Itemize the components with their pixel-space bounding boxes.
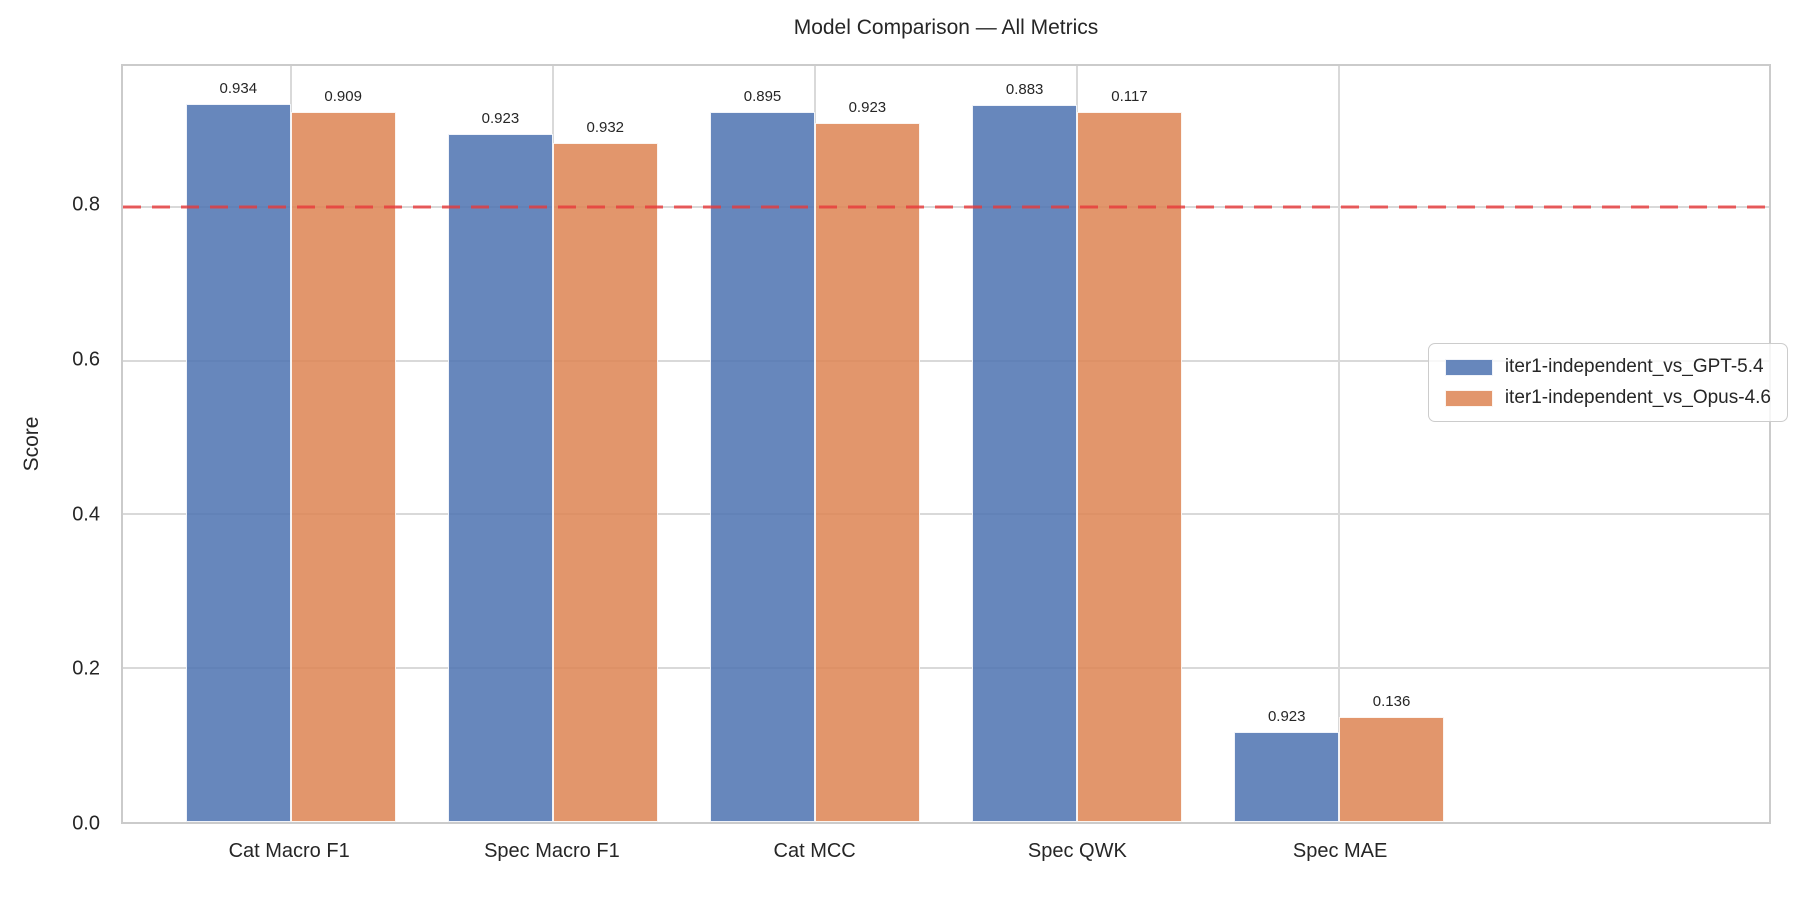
x-tick-label: Cat Macro F1 — [228, 840, 350, 862]
y-axis-label: Score — [20, 416, 43, 472]
bar-value-label: 0.883 — [1005, 81, 1044, 99]
bar-value-label: 0.895 — [743, 88, 782, 106]
bar-value-label: 0.136 — [1372, 693, 1411, 711]
bar-gpt — [972, 105, 1078, 822]
legend-swatch-blue — [1444, 358, 1493, 376]
legend: iter1-independent_vs_GPT-5.4 iter1-indep… — [1427, 343, 1788, 422]
x-tick-label: Cat MCC — [773, 840, 856, 862]
bar-opus — [290, 112, 396, 822]
y-tick-label: 0.2 — [72, 657, 100, 680]
chart-title: Model Comparison — All Metrics — [793, 16, 1099, 39]
bar-gpt — [448, 133, 553, 822]
x-tick-label: Spec MAE — [1292, 840, 1388, 862]
bar-opus — [814, 122, 920, 822]
bar-opus — [1077, 112, 1182, 822]
gridline-horizontal — [123, 667, 1769, 670]
legend-label-opus: iter1-independent_vs_Opus-4.6 — [1504, 387, 1771, 408]
bar-value-label: 0.923 — [481, 109, 520, 127]
bar-value-label: 0.117 — [1111, 88, 1148, 106]
bar-opus — [552, 142, 658, 822]
bar-gpt — [185, 103, 291, 822]
bar-gpt — [710, 112, 815, 822]
legend-entry-gpt: iter1-independent_vs_GPT-5.4 — [1444, 356, 1771, 378]
bar-value-label: 0.923 — [1267, 708, 1306, 726]
x-axis-tick-labels: Cat Macro F1 Spec Macro F1 Cat MCC Spec QWK… — [121, 840, 1771, 870]
bar-gpt — [1234, 732, 1340, 822]
gridline-vertical — [1338, 66, 1341, 822]
bar-value-label: 0.923 — [848, 98, 887, 116]
legend-entry-opus: iter1-independent_vs_Opus-4.6 — [1444, 387, 1771, 409]
x-tick-label: Spec Macro F1 — [484, 840, 620, 862]
bar-value-label: 0.909 — [324, 88, 362, 106]
bar-opus — [1339, 717, 1444, 822]
x-tick-label: Spec QWK — [1027, 840, 1127, 862]
legend-label-gpt: iter1-independent_vs_GPT-5.4 — [1504, 356, 1764, 377]
plot-area: 0.934 0.923 0.895 0.883 0.923 0.909 0.932 0.923… — [121, 64, 1771, 824]
gridline-horizontal — [123, 359, 1769, 362]
legend-swatch-orange — [1444, 389, 1493, 407]
gridline-horizontal — [123, 513, 1769, 516]
y-tick-label: 0.0 — [72, 812, 100, 835]
bar-value-label: 0.932 — [586, 118, 625, 136]
y-tick-label: 0.6 — [72, 348, 100, 371]
bar-value-label: 0.934 — [219, 79, 258, 97]
y-tick-label: 0.8 — [72, 193, 100, 216]
y-tick-label: 0.4 — [72, 503, 100, 526]
reference-line — [123, 205, 1769, 209]
